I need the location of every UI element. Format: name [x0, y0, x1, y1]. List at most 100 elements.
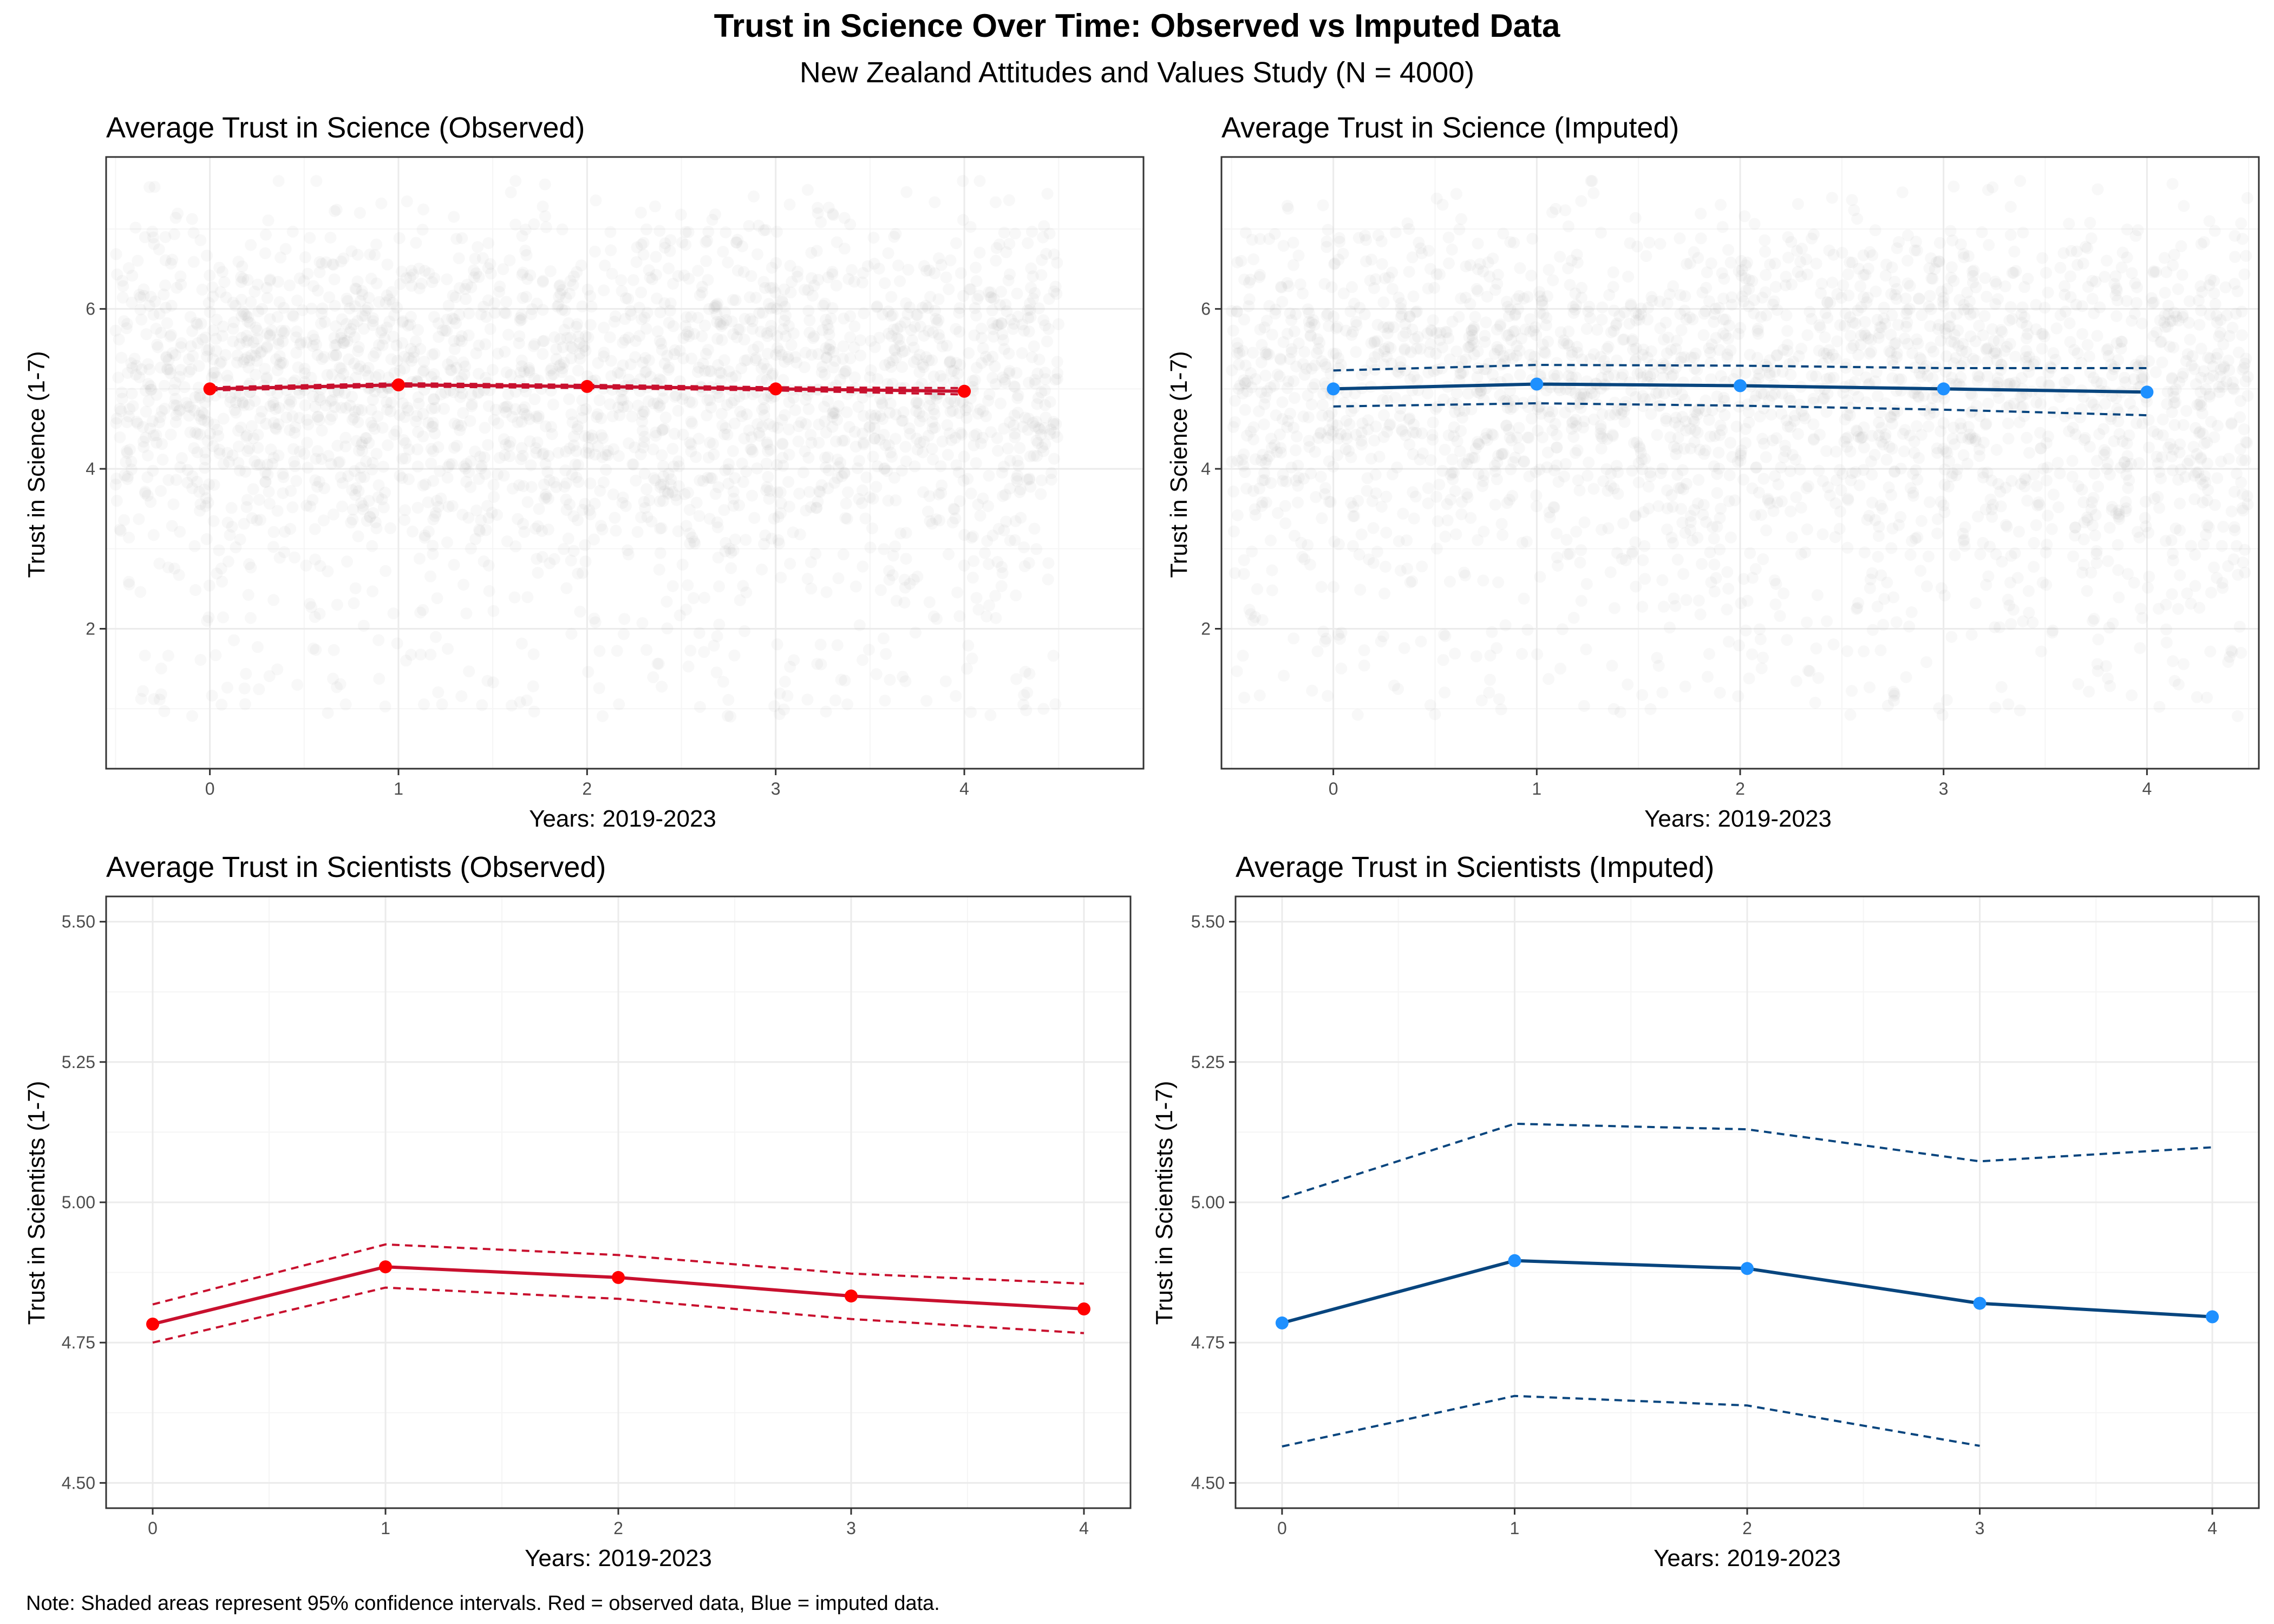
jitter-point [708, 302, 720, 314]
jitter-point [1554, 326, 1567, 338]
jitter-point [554, 333, 566, 345]
jitter-point [885, 310, 897, 322]
jitter-point [509, 219, 522, 231]
jitter-point [1040, 411, 1052, 424]
jitter-point [411, 460, 424, 473]
jitter-point [1035, 269, 1048, 281]
jitter-point [714, 318, 726, 330]
jitter-point [185, 340, 197, 352]
jitter-point [672, 404, 684, 417]
jitter-point [1501, 396, 1514, 408]
jitter-point [148, 181, 161, 193]
jitter-point [207, 290, 219, 303]
jitter-point [1564, 547, 1576, 560]
jitter-point [310, 175, 323, 187]
jitter-point [398, 514, 411, 526]
jitter-point [290, 346, 303, 359]
jitter-point [1861, 514, 1873, 526]
jitter-point [736, 410, 748, 422]
jitter-point [725, 546, 737, 559]
jitter-point [2021, 431, 2033, 444]
jitter-point [654, 522, 666, 535]
jitter-point [584, 508, 597, 521]
jitter-point [1580, 578, 1593, 590]
jitter-point [703, 303, 715, 315]
jitter-point [785, 339, 798, 351]
jitter-point [1002, 442, 1014, 455]
jitter-point [565, 408, 578, 421]
jitter-point [518, 526, 531, 538]
jitter-point [1477, 265, 1489, 278]
jitter-point [1043, 293, 1055, 305]
jitter-point [685, 445, 697, 457]
jitter-point [567, 510, 580, 522]
jitter-point [505, 186, 517, 199]
jitter-point [1000, 515, 1012, 528]
jitter-point [793, 487, 806, 500]
jitter-point [338, 337, 350, 349]
jitter-point [530, 410, 543, 423]
jitter-point [474, 450, 486, 463]
jitter-point [913, 349, 926, 361]
jitter-point [1010, 673, 1023, 685]
jitter-point [802, 403, 815, 415]
jitter-point [1458, 566, 1471, 579]
jitter-point [1622, 678, 1634, 691]
jitter-point [822, 464, 835, 476]
jitter-point [478, 555, 490, 567]
jitter-point [1746, 648, 1758, 660]
jitter-point [621, 400, 633, 412]
jitter-point [992, 444, 1004, 457]
jitter-point [1970, 281, 1982, 293]
jitter-point [1826, 277, 1839, 289]
jitter-point [475, 308, 487, 320]
jitter-point [349, 331, 361, 343]
jitter-point [761, 363, 773, 375]
jitter-point [249, 455, 261, 468]
jitter-point [1661, 502, 1674, 515]
jitter-point [636, 356, 649, 369]
jitter-point [985, 291, 997, 304]
jitter-point [235, 293, 247, 306]
jitter-point [682, 226, 695, 238]
jitter-point [2023, 447, 2035, 459]
jitter-point [486, 364, 499, 376]
jitter-point [455, 690, 468, 702]
jitter-point [775, 349, 788, 361]
jitter-point [900, 186, 913, 198]
jitter-point [329, 300, 341, 312]
jitter-point [1781, 325, 1794, 337]
jitter-point [923, 490, 936, 502]
jitter-point [415, 649, 427, 661]
panel-background [106, 157, 1143, 769]
jitter-point [810, 502, 822, 514]
jitter-point [406, 265, 417, 277]
jitter-point [165, 428, 177, 441]
jitter-point [877, 413, 889, 425]
jitter-point [1655, 467, 1667, 480]
jitter-point [1022, 312, 1034, 324]
jitter-point [860, 471, 873, 483]
jitter-point [711, 316, 723, 328]
jitter-point [280, 411, 293, 424]
jitter-point [548, 331, 561, 343]
jitter-point [1926, 372, 1939, 384]
jitter-point [811, 501, 823, 514]
jitter-point [314, 560, 326, 572]
jitter-point [532, 412, 545, 424]
jitter-point [722, 256, 734, 269]
jitter-point [1003, 238, 1016, 250]
jitter-point [1021, 686, 1034, 699]
jitter-point [158, 289, 170, 300]
jitter-point [1982, 397, 1994, 410]
jitter-point [277, 357, 289, 369]
jitter-point [235, 271, 247, 283]
jitter-point [1486, 428, 1498, 440]
jitter-point [509, 540, 522, 553]
jitter-point [112, 371, 125, 384]
jitter-point [568, 430, 580, 443]
jitter-point [944, 356, 956, 368]
jitter-point [1243, 293, 1256, 305]
jitter-point [910, 397, 923, 409]
jitter-point [379, 487, 391, 499]
